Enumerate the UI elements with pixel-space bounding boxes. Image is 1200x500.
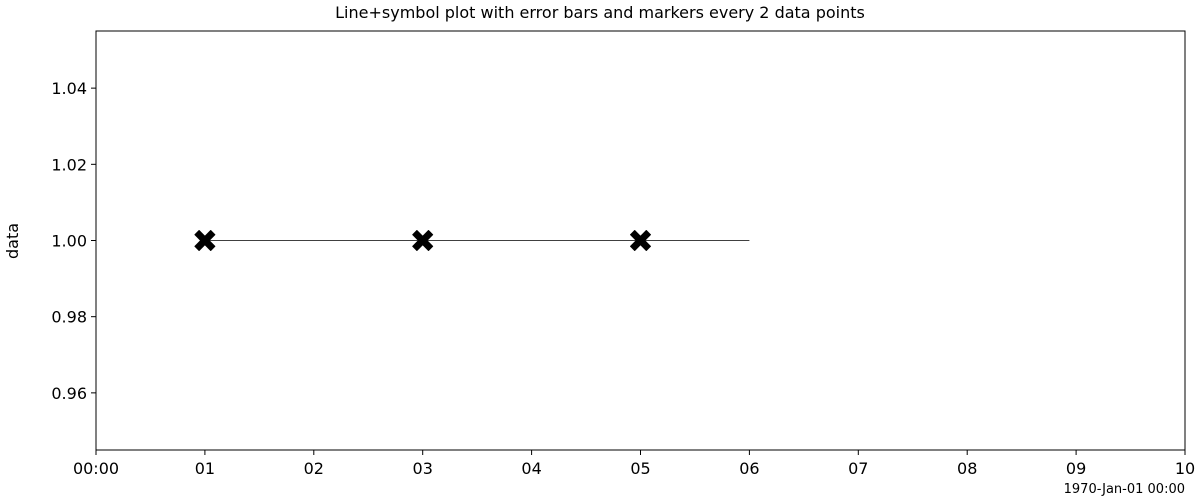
x-tick-label: 05	[630, 459, 650, 478]
data-point-marker	[630, 230, 651, 251]
x-tick-label: 04	[521, 459, 541, 478]
x-tick-label: 07	[848, 459, 868, 478]
plot-area: 00:00 01 02 03 04 05 06 07 08 09 10 0.96 0.98 1.00 1.0…	[51, 30, 1195, 478]
x-tick-label: 02	[304, 459, 324, 478]
chart-title: Line+symbol plot with error bars and mar…	[335, 3, 865, 22]
y-tick-label: 1.00	[51, 232, 87, 251]
x-tick-label: 01	[195, 459, 215, 478]
x-tick-label: 03	[413, 459, 433, 478]
y-tick-label: 1.04	[51, 79, 87, 98]
data-point-marker	[412, 230, 434, 251]
y-tick-label: 0.96	[51, 384, 87, 403]
y-tick-label: 0.98	[51, 308, 87, 327]
x-tick-label: 08	[957, 459, 977, 478]
x-axis-offset-label: 1970-Jan-01 00:00	[1064, 482, 1185, 497]
y-axis-label: data	[3, 223, 22, 259]
x-tick-label: 10	[1175, 459, 1195, 478]
x-tick-label: 00:00	[73, 459, 119, 478]
y-tick-label: 1.02	[51, 155, 87, 174]
x-tick-label: 06	[739, 459, 759, 478]
data-point-marker	[194, 230, 216, 251]
x-tick-label: 09	[1066, 459, 1086, 478]
